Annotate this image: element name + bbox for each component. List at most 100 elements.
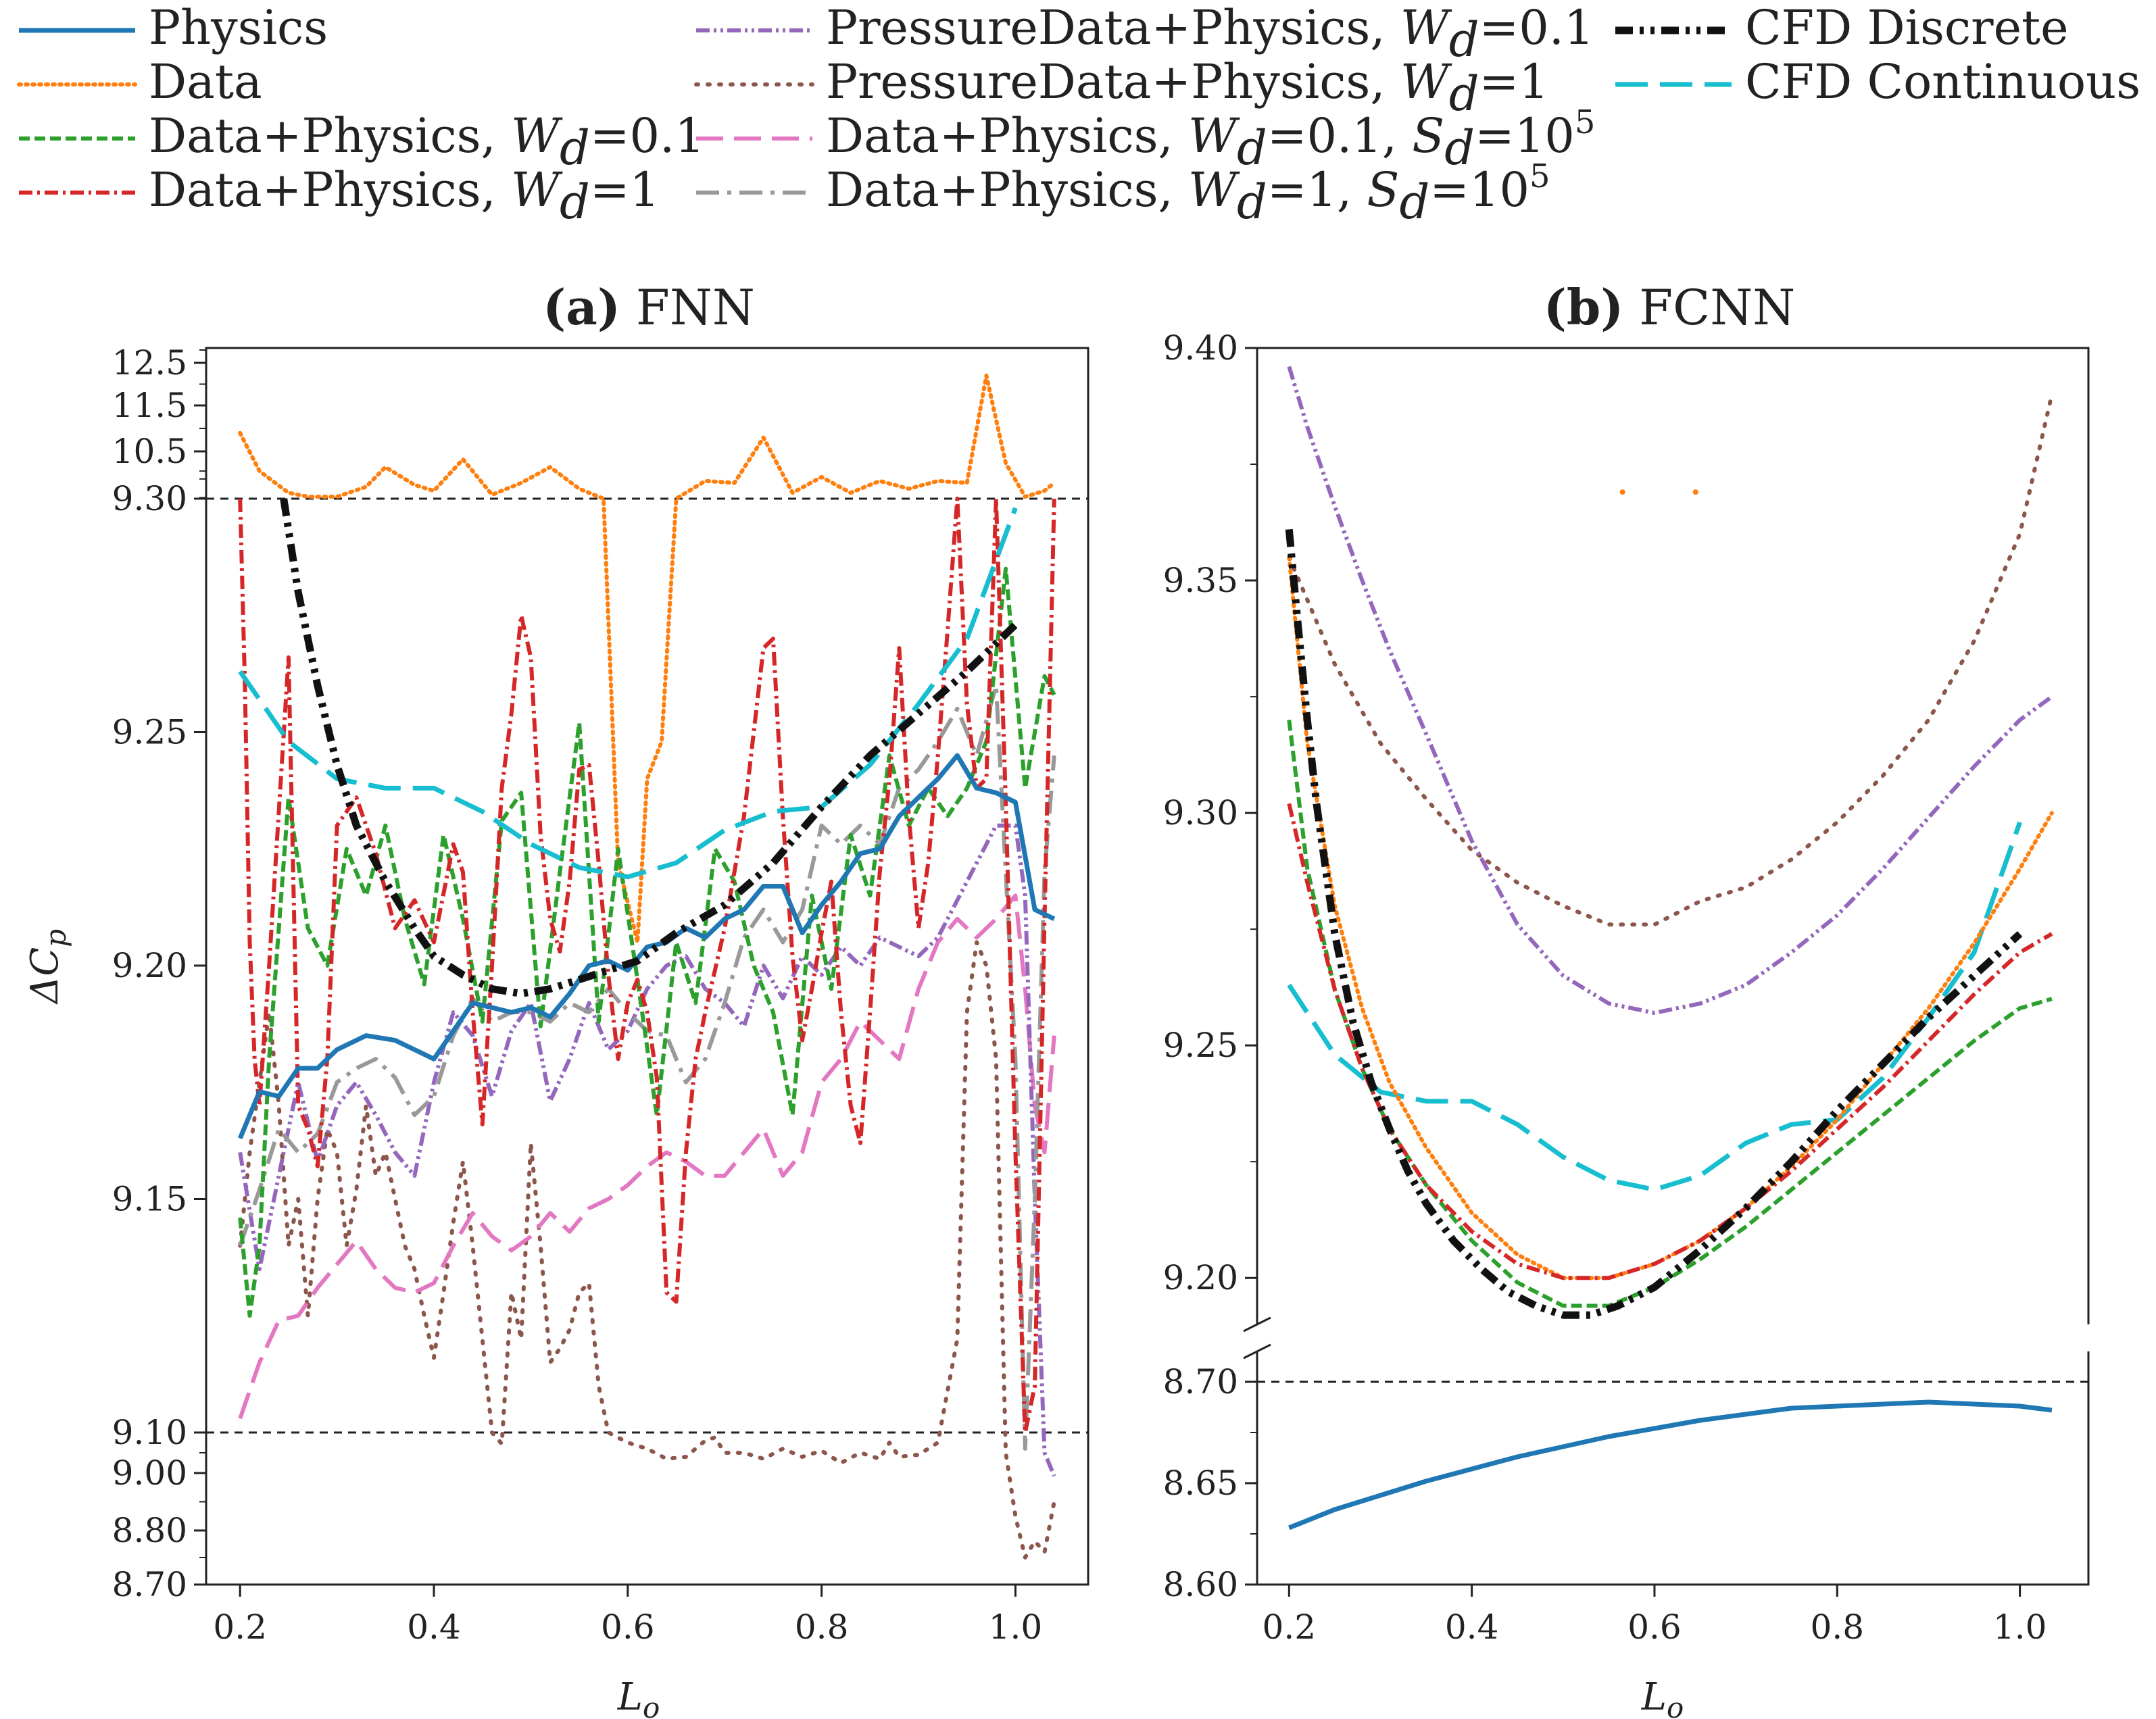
panel-a-title-bold: (a) (543, 278, 620, 336)
legend-item-physics: Physics (19, 0, 328, 55)
legend-label-part: d (560, 120, 590, 176)
legend-item-dp01s: Data+Physics, Wd=0.1, Sd=105 (696, 103, 1595, 176)
panel-b-xlabel: Lo (1641, 1675, 1684, 1719)
panel-a-series-dp01s (238, 893, 1056, 1420)
panel-a-xlabel: Lo (617, 1675, 660, 1719)
panel-a-plot: 8.70 8.80 9.009.10 9.15 9.20 9.25 9.30 10.5 11.5… (112, 343, 1089, 1647)
legend-item-pdp01: PressureData+Physics, Wd=0.1 (696, 0, 1594, 68)
panel-b-fcnn: (b) FCNN 9.20 9.25 9.30 9.35 9.40 8.60 8.65 8.7… (1163, 278, 2090, 1719)
panel-b-series-pdp01 (1287, 366, 2053, 1015)
panel-b-series-upper (1285, 366, 2054, 1319)
legend-label-part: =0.1 (1479, 0, 1594, 55)
legend-label-part: =1, (1267, 162, 1367, 218)
legend-label-dp1: Data+Physics, Wd=1 (149, 162, 660, 230)
panel-b-ytick-label: 8.60 (1163, 1565, 1238, 1604)
legend-label-part: d (1237, 174, 1267, 230)
panel-b-xtick-label: 0.8 (1811, 1608, 1865, 1647)
legend-label-dp01s: Data+Physics, Wd=0.1, Sd=105 (826, 103, 1595, 176)
panel-a-title-text: FNN (636, 279, 755, 336)
legend-label-part: PressureData+Physics, (826, 0, 1400, 55)
legend-label-part: d (1237, 120, 1267, 176)
legend-label-physics: Physics (149, 0, 328, 55)
panel-b-frame-lower (1256, 1351, 2090, 1586)
legend-label-part: =0.1, (1267, 108, 1412, 164)
panel-b-xtick-label: 0.6 (1627, 1608, 1682, 1647)
panel-a-ytick-label: 9.10 (112, 1413, 187, 1452)
panel-b-data-marker (1619, 489, 1625, 495)
panel-b-data-marker (1692, 489, 1698, 495)
panel-a-ytick-label: 8.70 (112, 1565, 187, 1604)
panel-b-ytick-label: 8.65 (1163, 1464, 1238, 1503)
legend-label-part: d (1399, 174, 1429, 230)
legend-item-cfdc: CFD Continuous (1615, 54, 2140, 109)
panel-a-series-data (238, 373, 1056, 945)
panel-a-ylabel-sub: p (39, 929, 72, 947)
panel-b-ytick-label: 9.35 (1163, 561, 1238, 600)
panel-b-xtick-label: 0.4 (1445, 1608, 1499, 1647)
panel-b-title-bold: (b) (1544, 278, 1623, 336)
panel-a-series-dp1 (238, 497, 1056, 1435)
panel-a-ytick-label: 9.25 (112, 713, 187, 752)
legend-label-part: =1 (1479, 54, 1549, 109)
panel-a-ytick-label: 9.20 (112, 946, 187, 985)
legend-label-part: W (1400, 54, 1452, 109)
panel-a-ytick-label: 12.5 (112, 343, 187, 382)
panel-a-xtick-label: 0.8 (795, 1608, 849, 1647)
legend-label-part: =10 (1475, 108, 1575, 164)
legend-label-part: Data+Physics, (826, 108, 1188, 164)
panel-a-xtick-label: 0.4 (407, 1608, 461, 1647)
legend-label-part: W (1188, 162, 1240, 218)
panel-b-ytick-label: 8.70 (1163, 1362, 1238, 1401)
legend-label-part: d (1449, 66, 1479, 122)
legend-label-data: Data (149, 54, 262, 109)
legend-label-part: W (511, 108, 563, 164)
legend-label-part: S (1412, 108, 1444, 164)
legend-label-part: Physics (149, 0, 328, 55)
panel-b-title: (b) FCNN (1544, 278, 1795, 336)
legend-label-part: CFD Continuous (1745, 54, 2140, 109)
panel-b-series-cfdc (1287, 821, 2022, 1192)
panel-b-title-text: FCNN (1639, 279, 1795, 336)
legend-label-cfdd: CFD Discrete (1745, 0, 2069, 55)
legend-label-part: 5 (1575, 103, 1596, 141)
legend-label-part: d (1444, 120, 1475, 176)
panel-a-ytick-label: 10.5 (112, 432, 187, 471)
panel-a-title: (a) FNN (543, 278, 755, 336)
legend-label-part: =0.1 (590, 108, 705, 164)
panel-b-xlabel-main: L (1641, 1675, 1667, 1719)
legend-label-part: d (560, 174, 590, 230)
panel-b-ytick-label: 9.40 (1163, 328, 1238, 368)
legend-item-pdp1: PressureData+Physics, Wd=1 (694, 54, 1549, 122)
panel-a-xlabel-sub: o (643, 1691, 660, 1719)
legend-item-dp1: Data+Physics, Wd=1 (19, 162, 660, 230)
legend-item-dp01: Data+Physics, Wd=0.1 (19, 108, 705, 176)
panel-b-xtick-label: 0.2 (1263, 1608, 1317, 1647)
panel-b-plot: 9.20 9.25 9.30 9.35 9.40 8.60 8.65 8.70 0.2 0.4 0.… (1163, 328, 2090, 1647)
legend-label-part: W (1188, 108, 1240, 164)
panel-a-xtick-label: 0.6 (601, 1608, 655, 1647)
legend-label-part: =10 (1429, 162, 1529, 218)
panel-a-series-group (237, 373, 1056, 1560)
legend-label-part: W (511, 162, 563, 218)
panel-a-xtick-label: 0.2 (213, 1608, 267, 1647)
panel-b-xlabel-sub: o (1667, 1691, 1684, 1719)
legend-label-part: Data+Physics, (826, 162, 1188, 218)
legend-label-part: Data+Physics, (149, 108, 511, 164)
panel-b-series-cfdd (1285, 528, 2023, 1319)
panel-a-ylabel: ΔCp (23, 929, 72, 1005)
panel-a-series-physics (237, 753, 1056, 1140)
legend-label-part: d (1449, 12, 1479, 68)
panel-b-axis-break (1243, 1316, 1271, 1332)
legend-label-pdp1: PressureData+Physics, Wd=1 (826, 54, 1549, 122)
panel-b-xtick-label: 1.0 (1993, 1608, 2047, 1647)
panel-a-ylabel-main: ΔC (23, 947, 67, 1005)
legend-item-cfdd: CFD Discrete (1615, 0, 2069, 55)
legend-item-data: Data (17, 54, 262, 109)
legend-label-part: PressureData+Physics, (826, 54, 1400, 109)
panel-a-series-dp1s (238, 683, 1056, 1451)
legend-label-part: Data (149, 54, 262, 109)
legend-label-part: Data+Physics, (149, 162, 511, 218)
panel-a-frame (205, 347, 1089, 1586)
panel-a-series-pdp1 (238, 940, 1056, 1560)
panel-a-series-cfdd (280, 498, 1019, 997)
